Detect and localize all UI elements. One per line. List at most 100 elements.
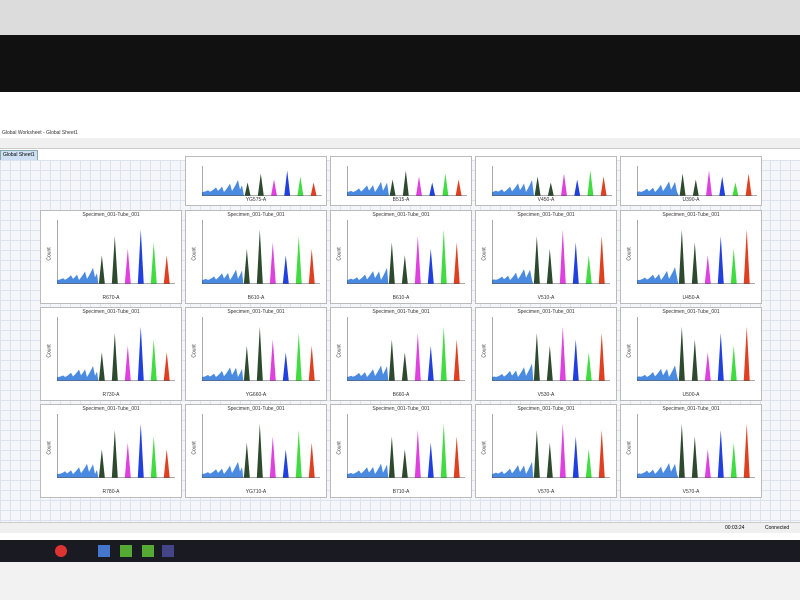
- peak: [295, 236, 302, 284]
- y-axis-label: Count: [191, 344, 198, 358]
- peak: [453, 436, 460, 478]
- noise: [202, 180, 244, 196]
- plot-panel: Specimen_001-Tube_001 B710-A Count: [330, 404, 472, 498]
- peak: [559, 326, 566, 381]
- x-axis-label: YG710-A: [245, 489, 267, 495]
- peak: [732, 182, 739, 196]
- peak: [163, 449, 170, 478]
- peak: [427, 248, 434, 284]
- peak: [704, 352, 711, 381]
- y-axis-label: Count: [481, 344, 488, 358]
- panel-title: Specimen_001-Tube_001: [227, 309, 285, 315]
- noise: [637, 463, 679, 478]
- app-icon[interactable]: [55, 545, 67, 557]
- peak: [743, 229, 750, 284]
- peak: [585, 449, 592, 478]
- peak: [453, 242, 460, 284]
- status-connection: Connected: [765, 525, 790, 531]
- noise: [57, 463, 99, 478]
- x-axis-label: B710-A: [392, 489, 410, 495]
- histogram: [637, 414, 755, 478]
- plot-panel: Specimen_001-Tube_001 R730-A Count: [40, 307, 182, 401]
- panel-title: Specimen_001-Tube_001: [372, 309, 430, 315]
- y-axis-label: Count: [46, 344, 53, 358]
- plot-panel: Specimen_001-Tube_001 B610-A Count: [185, 210, 327, 304]
- peak: [600, 176, 607, 196]
- peak: [678, 326, 685, 381]
- peak: [308, 442, 315, 478]
- histogram: [637, 220, 755, 284]
- panel-title: Specimen_001-Tube_001: [227, 406, 285, 412]
- noise: [492, 461, 534, 478]
- peak: [388, 436, 395, 478]
- peak: [717, 236, 724, 284]
- peak: [704, 255, 711, 284]
- window-title: Global Worksheet - Global Sheet1: [2, 130, 78, 136]
- panel-title: Specimen_001-Tube_001: [372, 212, 430, 218]
- peak: [111, 333, 118, 381]
- histogram: [202, 166, 322, 196]
- toolbar[interactable]: [0, 138, 800, 149]
- x-axis-label: U390-A: [682, 197, 700, 203]
- peak: [730, 442, 737, 478]
- histogram: [347, 414, 465, 478]
- peak: [388, 242, 395, 284]
- plot-panel: Specimen_001-Tube_001 R780-A Count: [40, 404, 182, 498]
- plot-panel: B515-A: [330, 156, 472, 206]
- peak: [111, 236, 118, 284]
- peak: [388, 339, 395, 381]
- peak: [243, 345, 250, 381]
- peak: [572, 436, 579, 478]
- peak: [269, 242, 276, 284]
- noise: [202, 367, 244, 381]
- plot-panel: Specimen_001-Tube_001 V570-A Count: [475, 404, 617, 498]
- peak: [678, 423, 685, 478]
- peak: [401, 255, 408, 284]
- app-icon[interactable]: [98, 545, 110, 557]
- app-icon[interactable]: [142, 545, 154, 557]
- plot-panel: Specimen_001-Tube_001 B660-A Count: [330, 307, 472, 401]
- peak: [256, 423, 263, 478]
- panel-title: Specimen_001-Tube_001: [662, 406, 720, 412]
- peak: [546, 248, 553, 284]
- histogram: [637, 166, 757, 196]
- panel-title: Specimen_001-Tube_001: [517, 212, 575, 218]
- peak: [679, 173, 686, 196]
- noise: [202, 461, 244, 478]
- noise: [347, 267, 389, 284]
- peak: [389, 179, 396, 196]
- noise: [637, 267, 679, 284]
- x-axis-label: V510-A: [537, 295, 555, 301]
- panel-title: Specimen_001-Tube_001: [372, 406, 430, 412]
- histogram: [492, 414, 610, 478]
- app-icon[interactable]: [120, 545, 132, 557]
- plot-panel: Specimen_001-Tube_001 V530-A Count: [475, 307, 617, 401]
- peak: [561, 173, 567, 196]
- peak: [572, 339, 579, 381]
- panel-title: Specimen_001-Tube_001: [82, 406, 140, 412]
- x-axis-label: B610-A: [247, 295, 265, 301]
- peak: [585, 255, 592, 284]
- peak: [295, 430, 302, 478]
- plot-panel: Specimen_001-Tube_001 YG660-A Count: [185, 307, 327, 401]
- peak: [284, 170, 291, 196]
- x-axis-label: R730-A: [102, 392, 120, 398]
- y-axis-label: Count: [46, 247, 53, 261]
- peak: [691, 242, 698, 284]
- peak: [691, 339, 698, 381]
- status-bar: 00:03:24 Connected: [0, 522, 800, 533]
- noise: [492, 180, 534, 196]
- histogram: [202, 220, 320, 284]
- peak: [243, 442, 250, 478]
- peak: [442, 173, 449, 196]
- peak: [559, 423, 566, 478]
- y-axis-label: Count: [46, 441, 53, 455]
- app-icon[interactable]: [162, 545, 174, 557]
- plot-panel: Specimen_001-Tube_001 V510-A Count: [475, 210, 617, 304]
- x-axis-label: B610-A: [392, 295, 410, 301]
- peak: [402, 170, 409, 196]
- peak: [401, 352, 408, 381]
- plot-panel: Specimen_001-Tube_001 B610-A Count: [330, 210, 472, 304]
- peak: [546, 345, 553, 381]
